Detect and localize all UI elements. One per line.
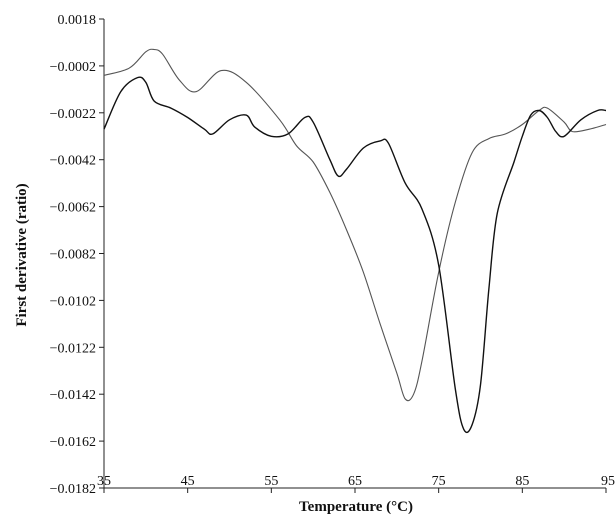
y-tick-label: −0.0002 bbox=[50, 60, 96, 75]
series-layer bbox=[103, 48, 607, 434]
y-tick-label: −0.0102 bbox=[50, 294, 96, 309]
y-tick-label: −0.0142 bbox=[50, 388, 96, 403]
y-tick-label: −0.0122 bbox=[50, 341, 96, 356]
y-tick-label: −0.0182 bbox=[50, 482, 96, 497]
y-tick-label: −0.0062 bbox=[50, 201, 96, 216]
series-line-2 bbox=[103, 76, 607, 434]
x-tick-label: 95 bbox=[601, 474, 615, 489]
axes bbox=[99, 18, 607, 493]
y-tick-label: −0.0162 bbox=[50, 435, 96, 450]
y-tick-label: 0.0018 bbox=[58, 13, 97, 28]
y-tick-label: −0.0082 bbox=[50, 248, 96, 263]
y-tick-label: −0.0042 bbox=[50, 154, 96, 169]
y-axis-title: First derivative (ratio) bbox=[14, 183, 30, 326]
series-line-1 bbox=[103, 48, 607, 402]
x-tick-label: 35 bbox=[97, 474, 111, 489]
x-axis-title: Temperature (°C) bbox=[299, 499, 413, 515]
tick-labels: 0.0018 −0.0002 −0.0022 −0.0042 −0.0062 −0.008… bbox=[50, 13, 615, 497]
x-tick-label: 55 bbox=[264, 474, 278, 489]
x-tick-label: 45 bbox=[181, 474, 195, 489]
y-tick-label: −0.0022 bbox=[50, 107, 96, 122]
x-tick-label: 65 bbox=[348, 474, 362, 489]
x-tick-label: 75 bbox=[432, 474, 446, 489]
x-tick-label: 85 bbox=[515, 474, 529, 489]
